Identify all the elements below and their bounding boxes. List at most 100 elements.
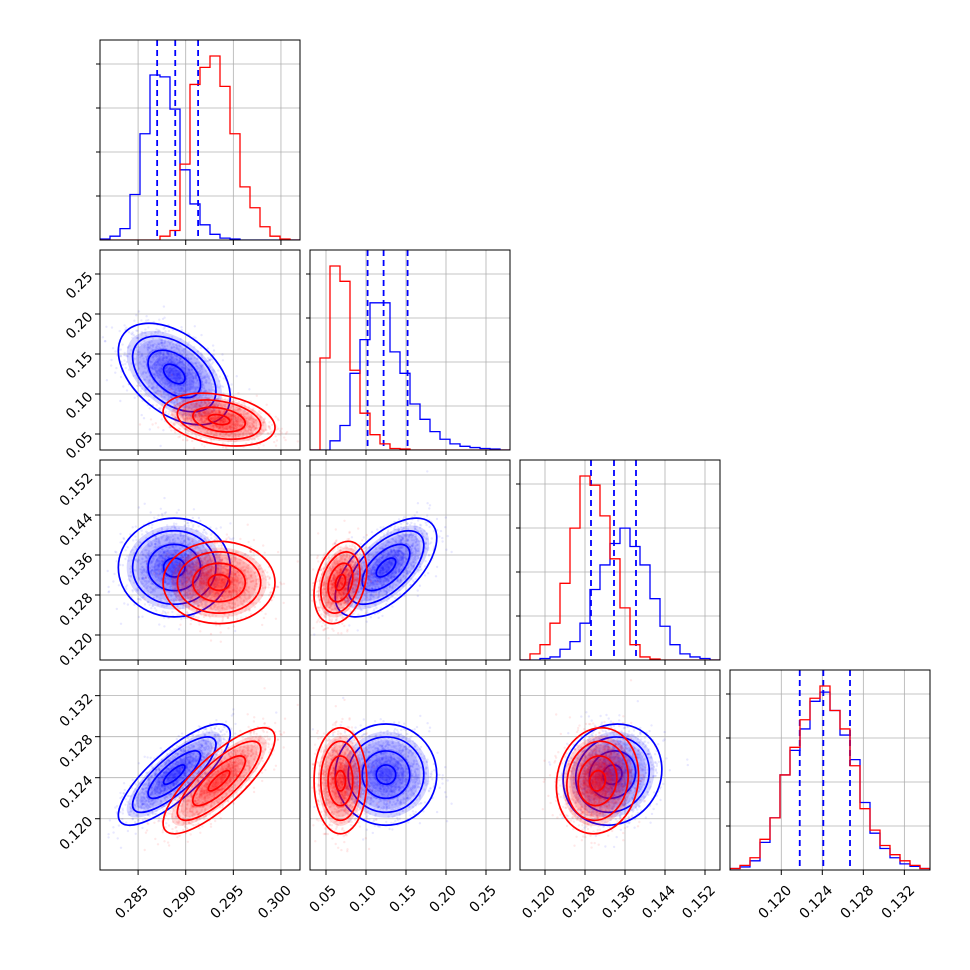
scatter-point [197,404,200,407]
scatter-point [198,414,201,417]
scatter-point [170,361,173,364]
scatter-point [230,417,234,421]
scatter-point [200,333,203,337]
scatter-point [201,386,204,389]
scatter-point [244,412,248,416]
scatter-point [208,360,212,363]
scatter-point [202,403,205,407]
scatter-point [173,366,176,370]
scatter-point [231,413,234,416]
scatter-point [193,432,197,435]
scatter-point [262,418,266,421]
scatter-point [178,388,181,391]
scatter-point [284,438,287,442]
scatter-point [142,359,146,363]
scatter-point [182,389,186,392]
scatter-point [104,340,107,343]
scatter-point [211,411,215,415]
scatter-point [182,409,185,413]
scatter-point [189,385,193,389]
panel-content [310,250,510,450]
scatter-point [119,399,122,403]
scatter-point [222,410,225,414]
scatter-point [172,355,175,359]
scatter-point [150,606,153,610]
scatter-point [201,383,205,386]
scatter-point [195,386,198,389]
scatter-point [189,395,192,398]
scatter-point [189,390,192,393]
scatter-point [229,425,232,429]
scatter-point [156,386,159,389]
scatter-point [259,416,263,419]
scatter-point [219,426,222,430]
scatter-point [151,523,154,526]
scatter-point [103,340,107,343]
scatter-point [246,429,250,433]
scatter-point [198,364,201,367]
scatter-point [249,421,252,425]
scatter-point [212,369,216,372]
scatter-point [224,427,227,430]
scatter-point [219,640,222,643]
scatter-point [251,431,255,434]
scatter-point [211,344,215,347]
scatter-point [236,423,239,426]
scatter-point [213,403,216,406]
scatter-point [158,343,161,346]
scatter-point [231,414,234,417]
scatter-point [205,412,209,416]
scatter-point [168,382,172,385]
scatter-point [234,414,238,417]
scatter-point [142,378,146,381]
scatter-point [167,393,170,396]
scatter-point [165,369,168,373]
scatter-point [199,346,202,350]
scatter-point [214,420,217,423]
scatter-point [178,389,181,392]
scatter-point [182,409,185,412]
scatter-point [196,366,199,369]
scatter-point [144,355,148,358]
scatter-point [222,402,225,405]
scatter-point [228,399,231,402]
scatter-point [201,380,204,383]
scatter-point [205,417,208,421]
scatter-point [219,421,222,425]
scatter-point [189,424,192,428]
scatter-point [211,424,215,428]
scatter-point [170,353,173,356]
scatter-point [172,401,176,405]
scatter-point [222,427,226,430]
scatter-point [199,410,203,414]
scatter-point [191,409,194,413]
scatter-point [226,381,229,384]
scatter-point [268,425,271,428]
scatter-point [158,346,162,349]
scatter-point [191,525,195,528]
scatter-point [107,591,110,594]
scatter-point [185,375,188,378]
scatter-point [176,380,179,383]
scatter-point [211,358,214,361]
scatter-point [156,343,159,347]
scatter-point [195,396,198,399]
scatter-point [234,419,237,422]
scatter-point [209,433,213,436]
scatter-point [175,354,178,358]
scatter-point [211,426,214,430]
scatter-point [178,401,182,405]
scatter-point [171,355,174,358]
scatter-point [176,347,180,351]
scatter-point [178,390,181,393]
scatter-point [165,370,169,373]
scatter-point [154,390,157,394]
scatter-point [173,383,176,387]
scatter-point [181,360,184,363]
scatter-point [175,374,179,377]
scatter-point [171,360,174,363]
scatter-point [196,368,199,371]
scatter-point [174,407,178,410]
scatter-point [155,374,159,377]
scatter-point [161,363,165,366]
